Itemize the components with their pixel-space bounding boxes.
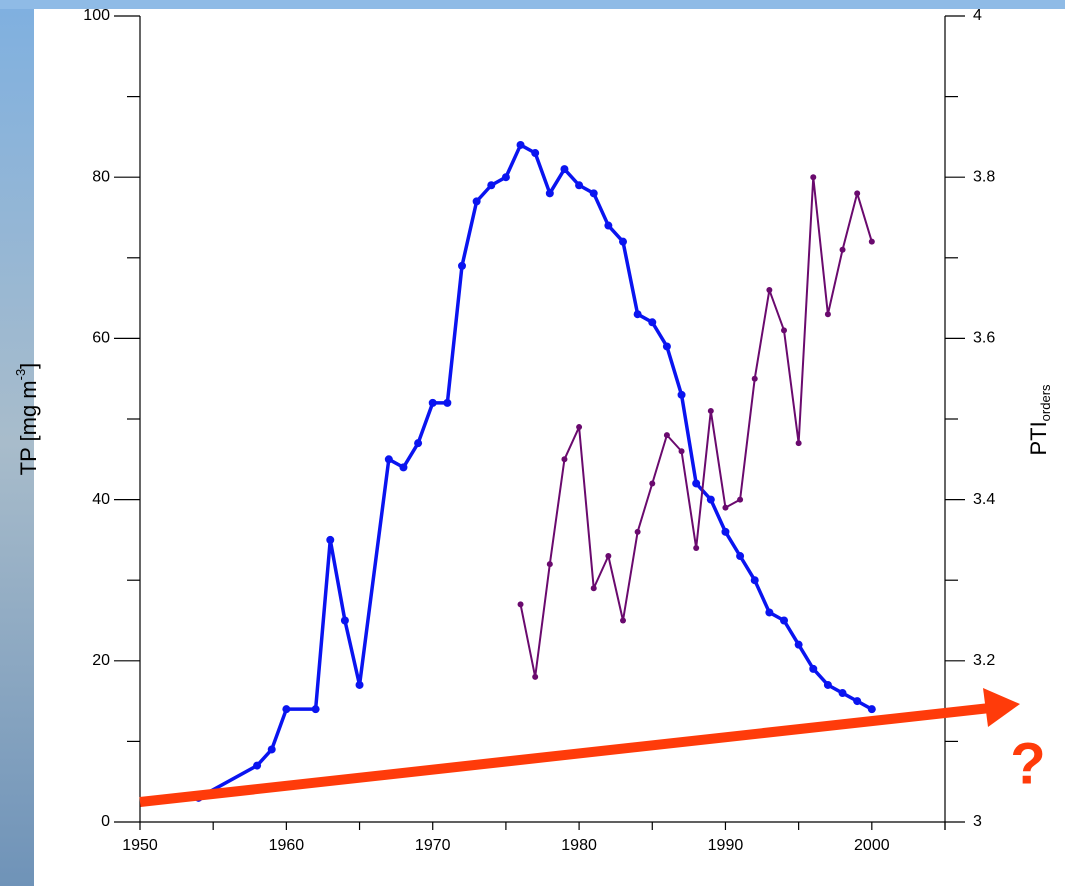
data-point [810, 174, 817, 181]
y2-tick-label: 3.4 [973, 491, 995, 508]
annotation: ? [1010, 731, 1045, 796]
data-point [736, 552, 745, 561]
data-point [546, 561, 553, 568]
y2-label-sub: orders [1038, 384, 1053, 421]
data-point [677, 390, 686, 399]
data-point [532, 673, 539, 680]
data-point [722, 504, 729, 511]
data-point [853, 697, 862, 706]
data-point [838, 689, 847, 698]
data-point [795, 440, 802, 447]
data-point [648, 318, 657, 327]
data-point [794, 640, 803, 649]
data-point [649, 480, 656, 487]
data-point [443, 398, 452, 407]
data-point [531, 149, 540, 158]
y2-tick-label: 3.2 [973, 652, 995, 669]
data-point [605, 553, 612, 560]
x-tick-label: 2000 [854, 837, 890, 854]
trend-arrowhead [983, 688, 1020, 727]
data-point [854, 190, 861, 197]
x-tick-label: 1990 [708, 837, 744, 854]
data-point [662, 342, 671, 351]
data-point [517, 601, 524, 608]
plot: 0 20 40 60 80 100 3 3.2 3.4 3.6 3.8 4 1950 1960 1970 19… [13, 7, 1053, 854]
y-axis-label: TP [mg m-3] [13, 363, 40, 476]
y-label-end: ] [16, 363, 41, 369]
data-point [781, 327, 787, 334]
data-point [737, 496, 744, 503]
data-point [576, 424, 583, 431]
y-tick-label: 40 [92, 491, 110, 508]
data-point [589, 189, 598, 198]
y-label-sup: -3 [13, 369, 28, 381]
data-point [326, 535, 335, 544]
data-point [620, 617, 626, 624]
data-point [355, 680, 364, 689]
data-point [501, 173, 510, 182]
data-point [809, 664, 818, 673]
data-point [706, 495, 715, 504]
y-tick-label: 0 [101, 813, 110, 830]
y2-tick-label: 4 [973, 7, 982, 24]
data-point [766, 287, 773, 294]
data-point [428, 398, 437, 407]
data-point [560, 165, 569, 174]
x-tick-label: 1950 [122, 837, 158, 854]
data-point [780, 616, 788, 625]
data-point [545, 189, 554, 198]
data-point [414, 439, 423, 448]
data-point [516, 140, 525, 149]
y2-tick-label: 3.8 [973, 168, 995, 185]
y-tick-label: 100 [83, 7, 110, 24]
data-point [267, 745, 276, 754]
data-point [472, 197, 481, 206]
data-point [868, 238, 875, 245]
data-point [253, 761, 262, 770]
data-point [692, 479, 701, 488]
data-point [399, 463, 408, 472]
data-point [750, 576, 759, 585]
y-label-text: TP [mg m [16, 380, 41, 475]
data-point [824, 311, 831, 318]
data-point [340, 616, 349, 625]
data-point [590, 585, 597, 592]
y-tick-label: 60 [92, 330, 110, 347]
data-point [561, 456, 568, 463]
data-point [575, 181, 584, 190]
data-point [663, 432, 670, 439]
data-point [633, 310, 642, 319]
x-tick-label: 1980 [561, 837, 597, 854]
data-point [867, 705, 876, 714]
data-point [487, 181, 496, 190]
y2-tick-label: 3.6 [973, 330, 995, 347]
y2-label-text: PTI [1026, 421, 1051, 455]
data-point [384, 455, 393, 464]
data-point [311, 705, 320, 714]
data-point [721, 527, 730, 536]
data-point [619, 237, 627, 246]
data-point [839, 246, 846, 253]
left-strip [0, 0, 34, 886]
x-tick-label: 1970 [415, 837, 451, 854]
y2-axis-label: PTIorders [1026, 384, 1054, 456]
data-point [707, 407, 714, 414]
data-point [604, 221, 613, 230]
top-strip [0, 0, 1065, 9]
data-point [634, 528, 641, 535]
x-tick-label: 1960 [269, 837, 305, 854]
y2-tick-label: 3 [973, 813, 982, 830]
data-point [751, 375, 758, 382]
trend-arrow [139, 703, 991, 807]
data-point [823, 680, 832, 689]
y-tick-label: 20 [92, 652, 110, 669]
data-point [282, 705, 291, 714]
data-point [765, 608, 774, 617]
data-point [678, 448, 685, 455]
data-point [458, 261, 466, 270]
y-tick-label: 80 [92, 168, 110, 185]
data-point [693, 544, 700, 551]
